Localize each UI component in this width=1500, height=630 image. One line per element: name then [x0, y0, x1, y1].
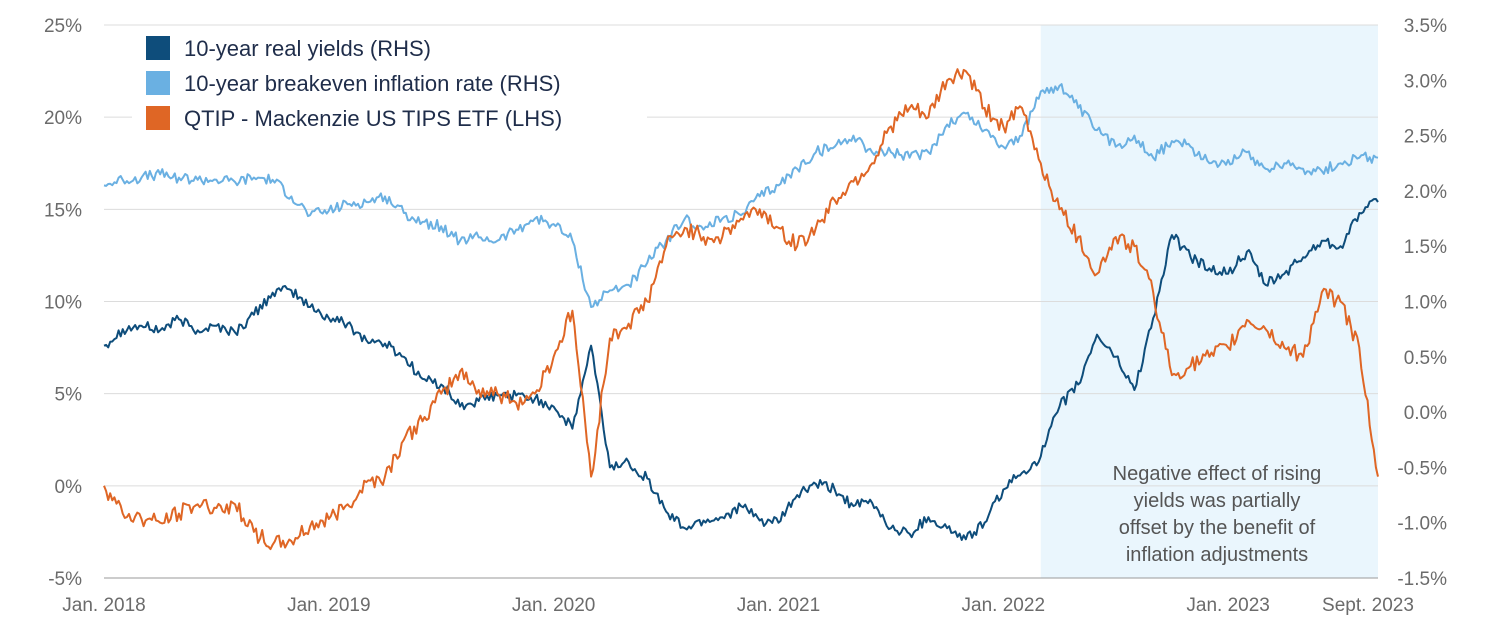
legend-label: 10-year real yields (RHS) [184, 36, 431, 61]
gridlines [104, 24, 1378, 579]
right-tick-label: 0.5% [1404, 348, 1447, 369]
series-line [103, 68, 1379, 551]
left-tick-label: 5% [55, 385, 83, 406]
legend-background [132, 30, 647, 134]
annotation-line: inflation adjustments [1126, 544, 1308, 566]
legend-swatch [146, 71, 170, 95]
legend-label: 10-year breakeven inflation rate (RHS) [184, 71, 561, 96]
right-tick-label: -1.5% [1397, 569, 1447, 590]
right-tick-label: 0.0% [1404, 403, 1447, 424]
x-tick-label: Jan. 2019 [287, 595, 370, 616]
x-tick-label: Jan. 2023 [1186, 595, 1269, 616]
x-axis: Jan. 2018 Jan. 2019 Jan. 2020 Jan. 2021 Jan.… [62, 595, 1414, 616]
legend-label: QTIP - Mackenzie US TIPS ETF (LHS) [184, 106, 562, 131]
left-axis: -5% 0% 5% 10% 15% 20% 25% [44, 16, 82, 590]
x-tick-label: Jan. 2022 [962, 595, 1045, 616]
right-tick-label: 3.5% [1404, 16, 1447, 37]
left-tick-label: 0% [55, 477, 83, 498]
legend-swatch [146, 106, 170, 130]
series-line [103, 83, 1379, 308]
series-lines [103, 68, 1379, 551]
right-tick-label: 1.0% [1404, 293, 1447, 314]
x-tick-label: Jan. 2018 [62, 595, 145, 616]
right-tick-label: 1.5% [1404, 237, 1447, 258]
x-tick-label: Jan. 2020 [512, 595, 595, 616]
right-tick-label: 2.5% [1404, 127, 1447, 148]
right-tick-label: 2.0% [1404, 182, 1447, 203]
right-tick-label: 3.0% [1404, 71, 1447, 92]
right-axis: -1.5% -1.0% -0.5% 0.0% 0.5% 1.0% 1.5% 2.0% 2.5% 3… [1397, 16, 1447, 590]
left-tick-label: 10% [44, 293, 82, 314]
legend-swatch [146, 36, 170, 60]
x-tick-label: Sept. 2023 [1322, 595, 1414, 616]
series-line [103, 198, 1379, 541]
annotation-line: Negative effect of rising [1113, 463, 1322, 485]
left-tick-label: 20% [44, 108, 82, 129]
left-tick-label: 15% [44, 200, 82, 221]
right-tick-label: -0.5% [1397, 458, 1447, 479]
right-tick-label: -1.0% [1397, 514, 1447, 535]
legend: 10-year real yields (RHS) 10-year breakev… [132, 30, 647, 134]
x-tick-label: Jan. 2021 [737, 595, 820, 616]
left-tick-label: -5% [48, 569, 82, 590]
annotation-line: yields was partially [1134, 490, 1301, 512]
annotation-line: offset by the benefit of [1119, 517, 1316, 539]
annotation-text: Negative effect of rising yields was part… [1113, 463, 1322, 566]
left-tick-label: 25% [44, 16, 82, 37]
